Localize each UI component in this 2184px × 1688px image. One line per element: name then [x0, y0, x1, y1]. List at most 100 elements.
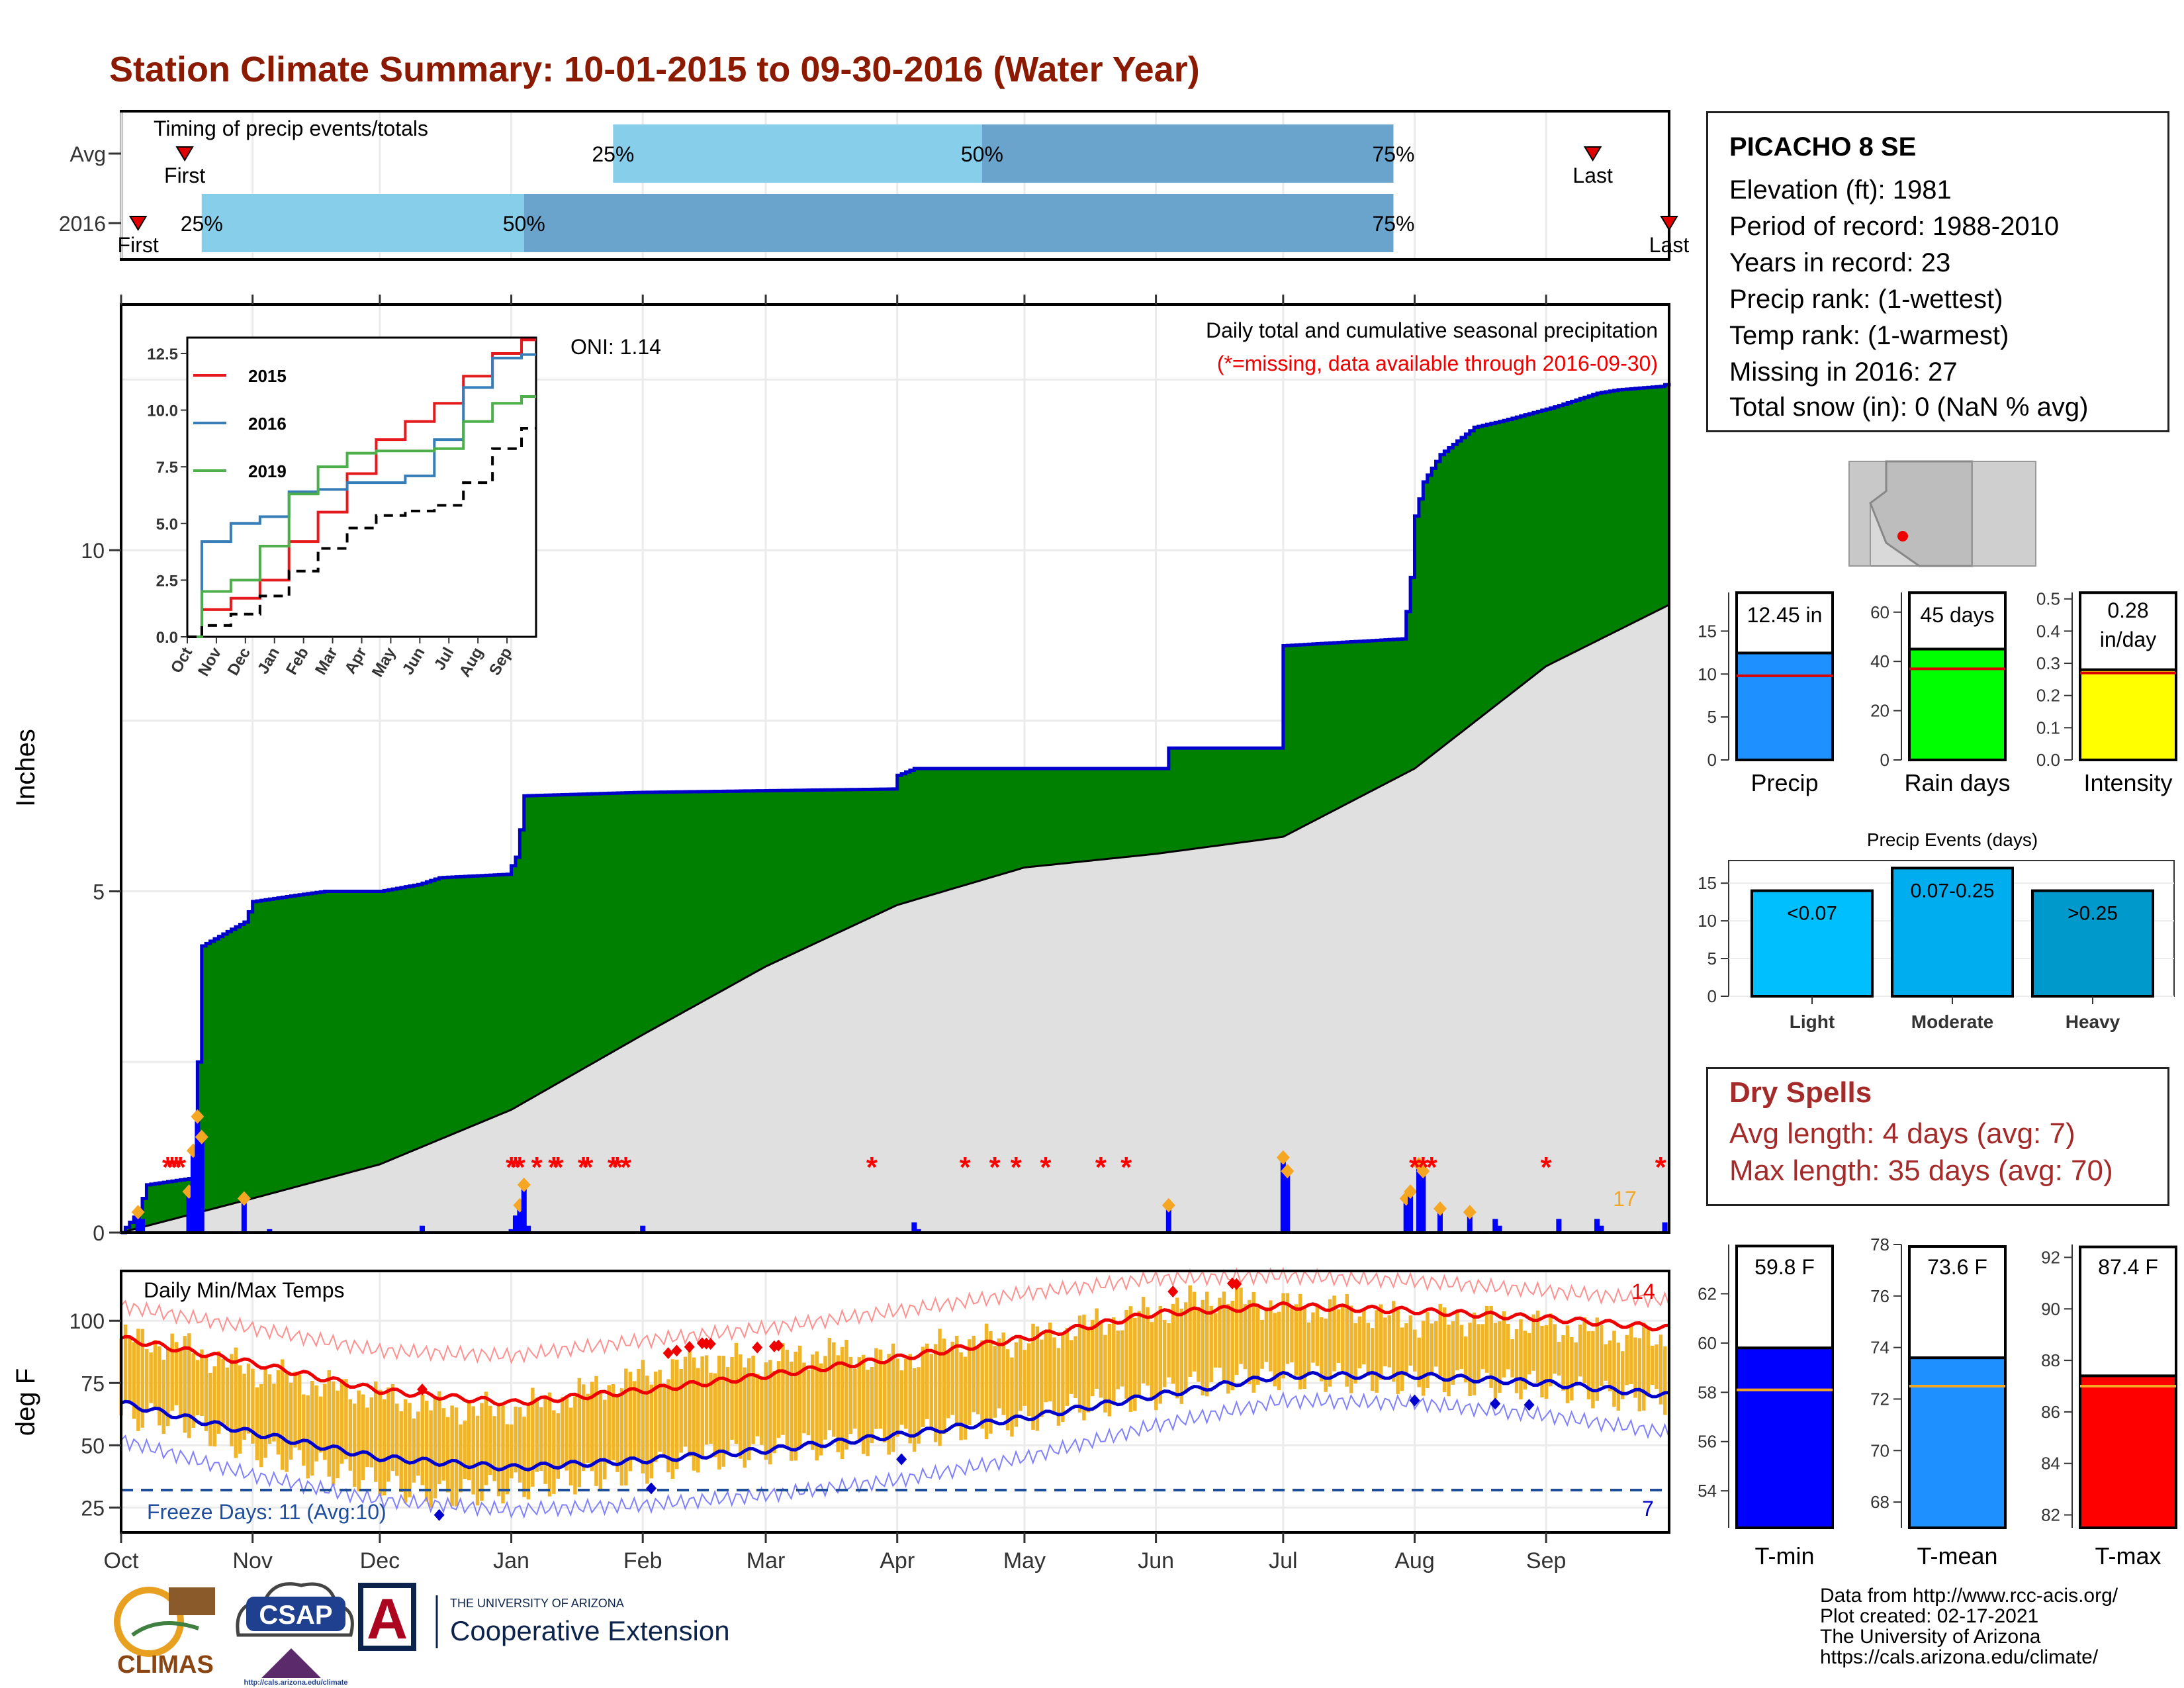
timing-last-label: Last [1572, 164, 1613, 187]
mini-y-tick-label: 82 [2041, 1505, 2060, 1525]
daily-temp-bar [781, 1343, 785, 1435]
daily-temp-bar [688, 1344, 692, 1457]
daily-temp-bar [365, 1407, 369, 1468]
daily-temp-bar [514, 1406, 518, 1473]
above-normal-area [121, 383, 1669, 1233]
daily-temp-bar [488, 1405, 492, 1476]
daily-temp-bar [768, 1360, 772, 1465]
daily-temp-bar [543, 1395, 547, 1484]
daily-temp-bar [1150, 1322, 1154, 1400]
daily-temp-bar [679, 1369, 683, 1453]
daily-temp-bar [531, 1387, 535, 1487]
daily-temp-bar [272, 1383, 276, 1442]
timing-first-label: First [118, 233, 159, 257]
daily-temp-bar [954, 1335, 959, 1427]
daily-temp-bar [1005, 1349, 1010, 1430]
daily-temp-bar [1158, 1305, 1163, 1404]
daily-temp-bar [1484, 1305, 1489, 1373]
timing-last-label: Last [1649, 233, 1690, 257]
daily-temp-bar [1141, 1297, 1146, 1383]
daily-temp-bar [1001, 1332, 1005, 1415]
daily-temp-bar [1044, 1331, 1048, 1403]
station-years: Years in record: 23 [1729, 248, 1951, 277]
mini-y-tick-label: 72 [1870, 1389, 1889, 1409]
daily-temp-bar [713, 1373, 717, 1458]
daily-temp-bar [917, 1367, 921, 1444]
mini-y-tick-label: 86 [2041, 1402, 2060, 1422]
station-missing: Missing in 2016: 27 [1729, 357, 1958, 387]
missing-day-marker: * [989, 1151, 1001, 1184]
daily-temp-bar [938, 1329, 942, 1446]
daily-temp-bar [539, 1407, 543, 1471]
daily-temp-bar [221, 1358, 225, 1424]
month-tick-label: Dec [360, 1548, 400, 1573]
missing-day-marker: * [1655, 1151, 1667, 1184]
events-bar-label: <0.07 [1787, 903, 1837, 925]
station-location-dot [1897, 531, 1908, 541]
timing-first-marker [128, 216, 148, 231]
mini-y-tick-label: 58 [1698, 1382, 1717, 1402]
daily-temp-bar [1328, 1299, 1332, 1387]
daily-temp-bar [1183, 1302, 1188, 1393]
daily-temp-bar [1086, 1327, 1091, 1413]
daily-temp-bar [399, 1411, 403, 1493]
daily-temp-bar [755, 1374, 760, 1436]
daily-temp-bar [136, 1329, 140, 1431]
daily-temp-bar [408, 1403, 412, 1497]
daily-temp-bar [1391, 1301, 1396, 1382]
daily-temp-bar [1010, 1357, 1014, 1437]
daily-temp-bar [1540, 1325, 1544, 1397]
daily-temp-bar [251, 1368, 255, 1444]
daily-temp-bar [1430, 1323, 1434, 1373]
events-y-tick-label: 10 [1698, 911, 1717, 931]
mini-value-box [1735, 591, 1834, 655]
daily-temp-bar [191, 1353, 195, 1429]
daily-temp-bar [1226, 1303, 1230, 1394]
daily-temp-bar [658, 1370, 662, 1452]
daily-temp-bar [1612, 1331, 1616, 1407]
daily-temp-bar [577, 1378, 582, 1487]
daily-temp-bar [1510, 1339, 1514, 1378]
daily-temp-bar [1493, 1323, 1498, 1399]
missing-day-marker: * [171, 1151, 183, 1184]
daily-temp-bar [302, 1394, 306, 1466]
month-tick-label: May [1003, 1548, 1046, 1573]
daily-precip-bar [1403, 1198, 1409, 1233]
daily-temp-bar [467, 1403, 471, 1481]
mini-y-tick-label: 70 [1870, 1440, 1889, 1460]
daily-temp-bar [1570, 1337, 1574, 1401]
daily-temp-bar [395, 1403, 399, 1476]
daily-temp-bar [1218, 1297, 1222, 1368]
cumulative-precip-chart: **** *** * ** ** *** * * * * * * * *** * *0510InchesDai… [11, 295, 1671, 1245]
daily-temp-bar [1527, 1333, 1531, 1375]
station-temp-rank: Temp rank: (1-warmest) [1729, 321, 2009, 350]
daily-temp-bar [450, 1405, 454, 1507]
record-high-marker [773, 1339, 784, 1352]
daily-temp-bar [662, 1384, 666, 1458]
event-marker [1463, 1205, 1477, 1220]
daily-temp-bar [1277, 1311, 1281, 1391]
daily-temp-bar [331, 1381, 336, 1486]
daily-temp-bar [1167, 1323, 1171, 1378]
daily-precip-bar [915, 1229, 921, 1233]
daily-precip-bar [140, 1219, 146, 1233]
daily-temp-bar [734, 1342, 739, 1444]
daily-temp-bar [382, 1399, 387, 1495]
daily-temp-bar [454, 1407, 459, 1507]
daily-temp-bar [263, 1368, 267, 1458]
daily-temp-bar [1396, 1309, 1400, 1394]
temp-chart-title: Daily Min/Max Temps [144, 1278, 344, 1302]
daily-precip-bar [1165, 1205, 1171, 1233]
events-chart-title: Precip Events (days) [1867, 829, 2038, 850]
daily-temp-bar [581, 1384, 586, 1472]
events-bar-label: 0.07-0.25 [1911, 880, 1995, 902]
mini-value-label: in/day [2100, 628, 2156, 651]
mini-y-tick-label: 0.3 [2036, 653, 2060, 673]
daily-temp-bar [1175, 1297, 1179, 1399]
daily-temp-bar [743, 1367, 747, 1468]
mini-bar-t-mean [1908, 1356, 2007, 1529]
daily-precip-bar [1467, 1212, 1473, 1233]
daily-temp-bar [717, 1355, 721, 1470]
record-high-marker [1231, 1278, 1242, 1290]
daily-temp-bar [1099, 1321, 1103, 1398]
